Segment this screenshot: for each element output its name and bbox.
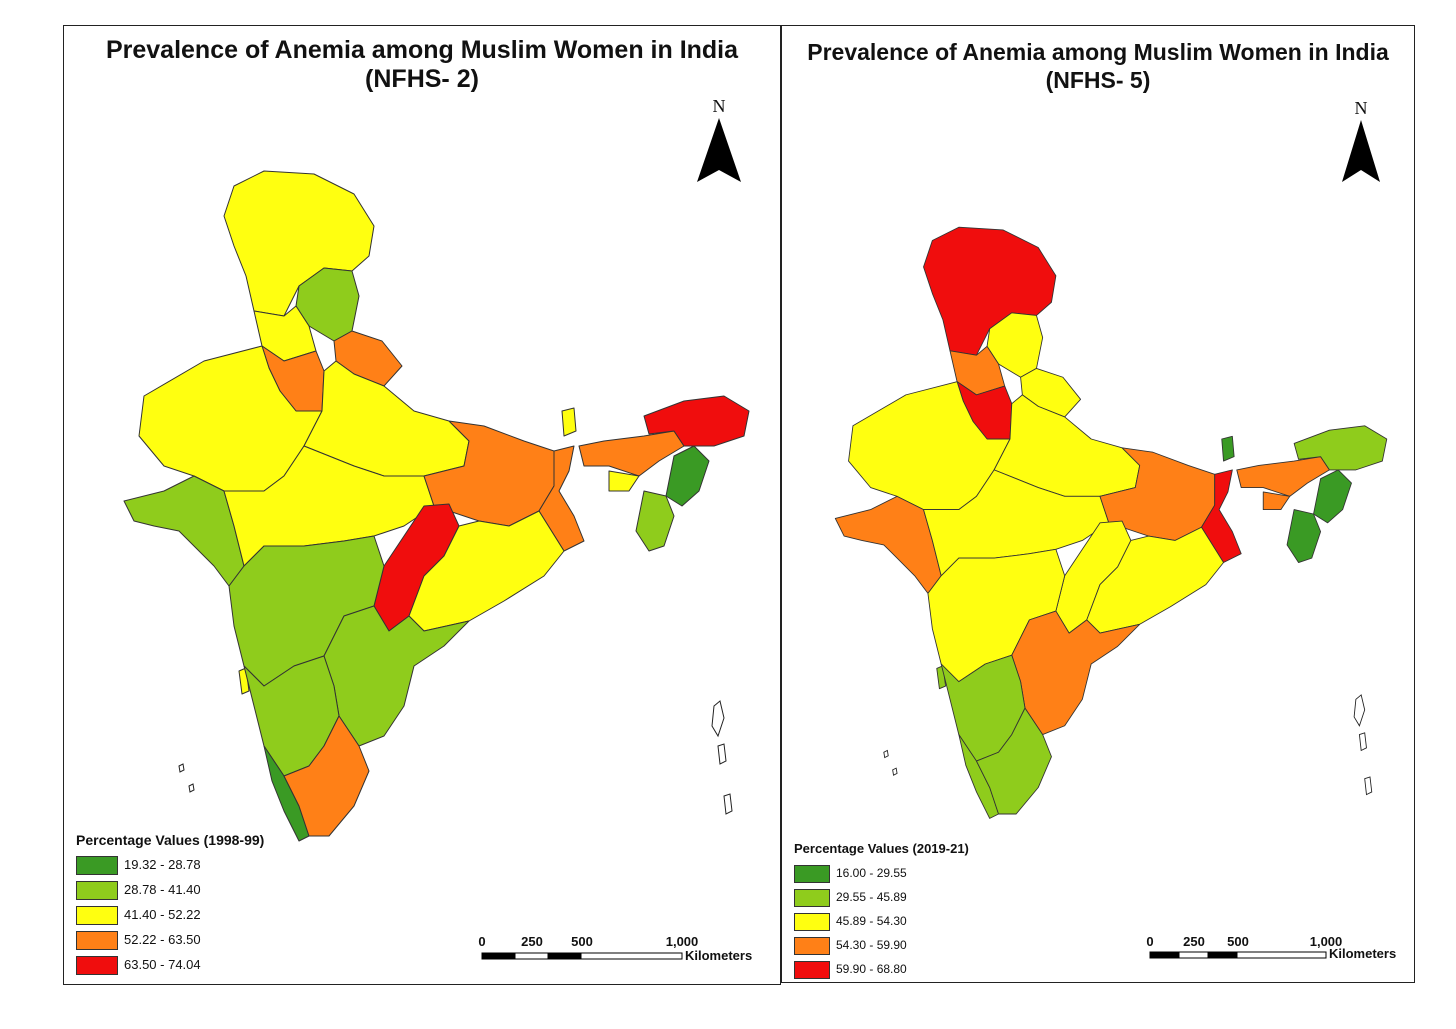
- region-mizoram-tripura: [1286, 509, 1322, 563]
- island-outline: [892, 767, 898, 776]
- legend-title: Percentage Values (1998-99): [76, 832, 265, 848]
- north-arrow-icon: [697, 118, 741, 182]
- legend-label: 29.55 - 45.89: [836, 890, 907, 904]
- legend-swatch: [76, 931, 118, 950]
- legend-swatch: [76, 956, 118, 975]
- scale-tick: 500: [571, 934, 593, 949]
- scale-bar-graphic: [1149, 951, 1327, 959]
- legend-item: 45.89 - 54.30: [794, 911, 1014, 935]
- region-assam: [578, 430, 685, 477]
- legend-swatch: [794, 961, 830, 979]
- region-odisha: [1086, 526, 1224, 634]
- region-west-bengal: [1201, 469, 1242, 563]
- island-outline: [717, 743, 727, 765]
- region-meghalaya-strip: [1262, 491, 1291, 511]
- region-tamil-nadu: [976, 707, 1052, 815]
- north-arrow: N: [694, 96, 744, 186]
- scale-tick: 250: [1183, 934, 1205, 949]
- island-outline: [883, 749, 889, 759]
- legend-item: 29.55 - 45.89: [794, 887, 1014, 911]
- north-arrow-icon: [1342, 120, 1380, 182]
- title-line-1: Prevalence of Anemia among Muslim Women …: [807, 39, 1389, 65]
- region-west-bengal: [538, 445, 585, 552]
- scale-bar-graphic: [481, 952, 683, 960]
- legend-swatch: [794, 937, 830, 955]
- island-outline: [723, 793, 733, 815]
- legend-item: 16.00 - 29.55: [794, 863, 1014, 887]
- legend-item: 54.30 - 59.90: [794, 935, 1014, 959]
- legend-swatch: [794, 865, 830, 883]
- region-sikkim: [1221, 435, 1235, 462]
- map-panel-nfhs2: Prevalence of Anemia among Muslim Women …: [63, 25, 781, 985]
- scale-unit: Kilometers: [1329, 946, 1397, 961]
- legend-item: 63.50 - 74.04: [76, 954, 296, 979]
- region-mizoram-tripura: [635, 490, 675, 552]
- region-arunachal: [1293, 425, 1388, 471]
- legend-label: 16.00 - 29.55: [836, 866, 907, 880]
- scale-bar: 0 250 500 1,000 Kilometers: [478, 934, 771, 974]
- scale-unit: Kilometers: [685, 948, 753, 963]
- region-meghalaya-strip: [608, 470, 640, 492]
- region-telangana-andhra: [323, 605, 470, 747]
- legend-item: 28.78 - 41.40: [76, 879, 296, 904]
- region-odisha: [408, 510, 565, 632]
- scale-tick: 1,000: [665, 934, 699, 949]
- legend-swatch: [794, 913, 830, 931]
- region-nagaland-manipur: [665, 445, 710, 507]
- legend-label: 59.90 - 68.80: [836, 962, 907, 976]
- legend-label: 52.22 - 63.50: [124, 932, 201, 947]
- legend-item: 59.90 - 68.80: [794, 959, 1014, 983]
- region-assam: [1236, 456, 1330, 497]
- region-arunachal: [643, 395, 750, 447]
- scale-tick: 500: [1227, 934, 1249, 949]
- north-label: N: [712, 96, 726, 116]
- legend-label: 28.78 - 41.40: [124, 882, 201, 897]
- north-label: N: [1354, 98, 1368, 118]
- region-tamil-nadu: [283, 715, 370, 837]
- island-outline: [1364, 776, 1373, 796]
- india-choropleth-map: [123, 170, 750, 842]
- island-outline: [188, 783, 195, 793]
- title-line-1: Prevalence of Anemia among Muslim Women …: [105, 36, 739, 64]
- scale-bar: 0 250 500 1,000 Kilometers: [1146, 934, 1409, 974]
- legend-label: 41.40 - 52.22: [124, 907, 201, 922]
- scale-tick: 1,000: [1309, 934, 1343, 949]
- legend-label: 54.30 - 59.90: [836, 938, 907, 952]
- legend-label: 63.50 - 74.04: [124, 957, 201, 972]
- legend: Percentage Values (1998-99) 19.32 - 28.7…: [76, 832, 336, 977]
- island-outline: [1358, 732, 1367, 752]
- title-line-2: (NFHS- 5): [1045, 67, 1151, 93]
- island-outline: [711, 700, 725, 738]
- scale-tick: 0: [1146, 934, 1154, 949]
- north-arrow: N: [1336, 98, 1386, 188]
- india-choropleth-map: [834, 226, 1388, 819]
- legend-swatch: [76, 856, 118, 875]
- legend-swatch: [76, 906, 118, 925]
- map-title: Prevalence of Anemia among Muslim Women …: [782, 38, 1414, 94]
- legend-item: 41.40 - 52.22: [76, 904, 296, 929]
- scale-tick: 0: [478, 934, 486, 949]
- legend-item: 19.32 - 28.78: [76, 854, 296, 879]
- legend: Percentage Values (2019-21) 16.00 - 29.5…: [794, 841, 1034, 981]
- legend-swatch: [76, 881, 118, 900]
- legend-swatch: [794, 889, 830, 907]
- map-title: Prevalence of Anemia among Muslim Women …: [64, 36, 780, 94]
- legend-label: 45.89 - 54.30: [836, 914, 907, 928]
- map-panel-nfhs5: Prevalence of Anemia among Muslim Women …: [781, 25, 1415, 983]
- legend-title: Percentage Values (2019-21): [794, 841, 969, 856]
- region-telangana-andhra: [1011, 610, 1141, 736]
- title-line-2: (NFHS- 2): [365, 65, 479, 93]
- legend-item: 52.22 - 63.50: [76, 929, 296, 954]
- island-outline: [1353, 694, 1366, 727]
- scale-tick: 250: [521, 934, 543, 949]
- island-outline: [178, 763, 185, 773]
- region-sikkim: [561, 407, 577, 437]
- legend-label: 19.32 - 28.78: [124, 857, 201, 872]
- region-nagaland-manipur: [1313, 469, 1352, 524]
